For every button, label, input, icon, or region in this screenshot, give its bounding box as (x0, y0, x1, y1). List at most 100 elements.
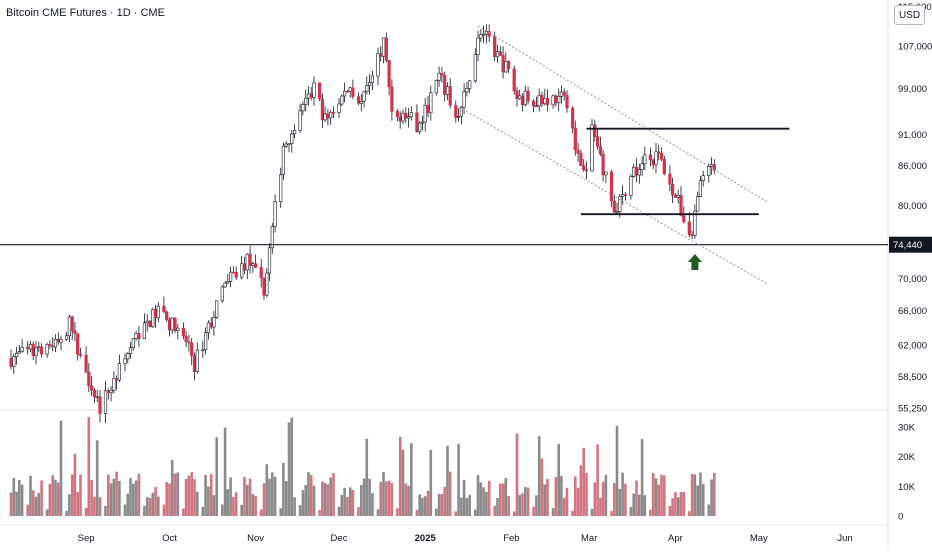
volume-bar (532, 506, 535, 516)
volume-bar (537, 436, 541, 516)
volume-bar (254, 496, 257, 516)
candle-body (212, 317, 216, 328)
volume-bar (396, 508, 399, 516)
volume-bar (468, 495, 471, 516)
volume-bar (84, 507, 88, 516)
candle-body (304, 97, 308, 105)
time-tick-label: Dec (331, 533, 348, 544)
candle-body (504, 60, 508, 73)
candle-body (39, 346, 44, 355)
volume-bar (20, 484, 24, 516)
volume-bar (387, 480, 391, 516)
volume-bar (31, 490, 35, 516)
volume-bar (613, 483, 616, 516)
volume-bars (9, 417, 716, 516)
candle-body (448, 86, 452, 106)
candle-body (595, 136, 600, 147)
candle-body (551, 95, 555, 106)
volume-bar (76, 492, 79, 516)
candle-body (206, 322, 211, 333)
volume-bar (90, 480, 93, 516)
candle-body (370, 75, 375, 83)
volume-bar (682, 492, 686, 516)
candle-body (231, 271, 236, 274)
candle-body (145, 320, 149, 324)
candle-body (540, 94, 544, 105)
volume-bar (696, 485, 699, 516)
volume-bar (435, 508, 438, 516)
candle-body (317, 82, 322, 100)
candle-body (251, 263, 255, 266)
candle-body (687, 221, 691, 235)
candle-body (634, 166, 639, 176)
price-tick-label: 107,000 (898, 42, 932, 53)
candle-body (279, 174, 283, 202)
volume-tick-label: 10K (898, 482, 916, 493)
volume-bar (204, 474, 207, 516)
volume-bar (651, 473, 655, 516)
candle-body (498, 51, 502, 56)
candle-body (192, 355, 197, 372)
volume-bar (332, 473, 335, 516)
price-tick-label: 70,000 (898, 274, 927, 285)
time-tick-label: May (750, 533, 768, 544)
volume-bar (543, 484, 547, 516)
currency-button[interactable]: USD (894, 5, 925, 25)
volume-bar (407, 485, 410, 516)
volume-bar (526, 487, 530, 516)
candle-body (340, 95, 344, 105)
volume-bar (190, 472, 193, 516)
candle-body (173, 317, 177, 332)
candle-body (195, 349, 199, 372)
volume-bar (499, 483, 502, 516)
candle-body (557, 96, 561, 104)
volume-tick-label: 30K (898, 422, 916, 433)
candle-body (495, 51, 500, 58)
candle-body (682, 215, 686, 223)
volume-bar (201, 506, 205, 516)
volume-bar (290, 417, 294, 516)
volume-bar (707, 504, 711, 516)
candle-body (184, 335, 188, 343)
volume-bar (376, 509, 380, 516)
volume-bar (279, 508, 282, 516)
volume-bar (465, 498, 469, 516)
candle-body (76, 333, 80, 355)
volume-bar (215, 437, 218, 516)
candle-body (387, 60, 391, 88)
candle-body (648, 154, 652, 161)
volume-bar (301, 490, 305, 516)
candle-body (418, 122, 422, 133)
candle-body (331, 112, 336, 114)
candle-body (162, 305, 166, 313)
volume-bar (493, 505, 496, 516)
volume-bar (629, 507, 633, 516)
volume-bar (462, 479, 466, 516)
volume-bar (337, 506, 341, 516)
volume-bar (635, 480, 638, 516)
candle-body (473, 54, 477, 82)
candle-body (142, 322, 147, 340)
candle-body (696, 196, 700, 212)
candle-body (34, 347, 38, 356)
volume-bar (73, 453, 77, 516)
volume-bar (318, 510, 321, 516)
volume-bar (443, 486, 446, 516)
candle-body (443, 74, 447, 95)
candle-body (420, 121, 425, 124)
candle-body (181, 327, 186, 337)
price-tick-label: 66,000 (898, 306, 927, 317)
candle-body (209, 322, 213, 328)
candle-body (201, 349, 205, 352)
volume-bar (454, 511, 458, 516)
candle-body (67, 316, 71, 337)
candle-body (395, 111, 400, 118)
volume-bar (535, 495, 538, 516)
candle-body (534, 105, 538, 108)
volume-bar (15, 491, 18, 516)
candle-body (223, 282, 227, 288)
volume-bar (346, 496, 349, 516)
price-tick-label: 99,000 (898, 84, 927, 95)
candle-body (326, 113, 330, 119)
